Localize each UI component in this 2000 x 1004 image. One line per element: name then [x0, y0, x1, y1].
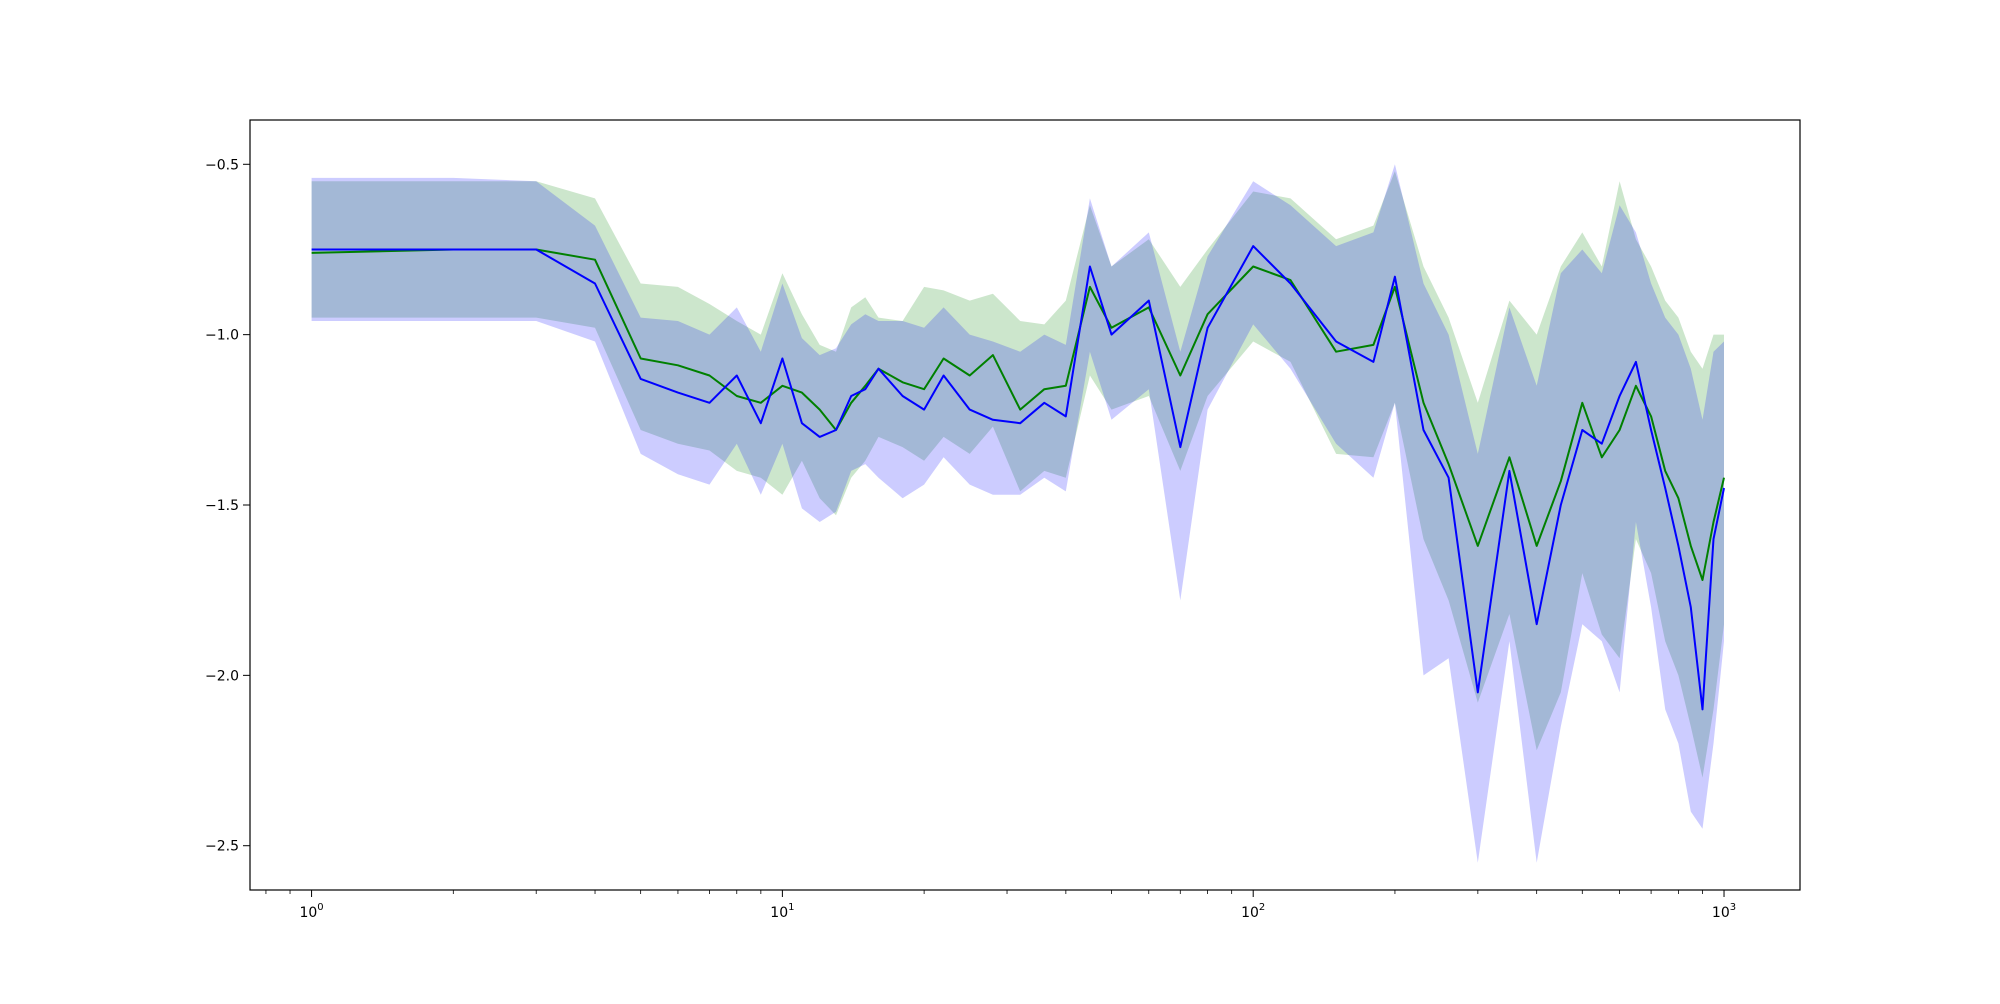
y-tick-label: −0.5 [205, 157, 239, 173]
x-tick-label: 102 [1241, 902, 1265, 921]
series-lines [311, 245, 1725, 711]
x-tick-label: 100 [299, 902, 323, 921]
y-tick-label: −2.5 [205, 839, 239, 855]
x-tick-label: 101 [770, 902, 794, 921]
series-0-line [311, 248, 1725, 581]
x-tick-label: 103 [1712, 902, 1736, 921]
series-0-band [311, 171, 1725, 778]
series-1-band [311, 164, 1725, 863]
y-tick-label: −2.0 [205, 668, 239, 684]
y-tick-label: −1.0 [205, 328, 239, 344]
y-axis: −0.5 −1.0 −1.5 −2.0 −2.5 [205, 157, 250, 855]
x-axis: 100 101 102 103 [265, 890, 1736, 921]
series-1-line [311, 245, 1725, 711]
confidence-bands [311, 164, 1725, 863]
y-tick-label: −1.5 [205, 498, 239, 514]
